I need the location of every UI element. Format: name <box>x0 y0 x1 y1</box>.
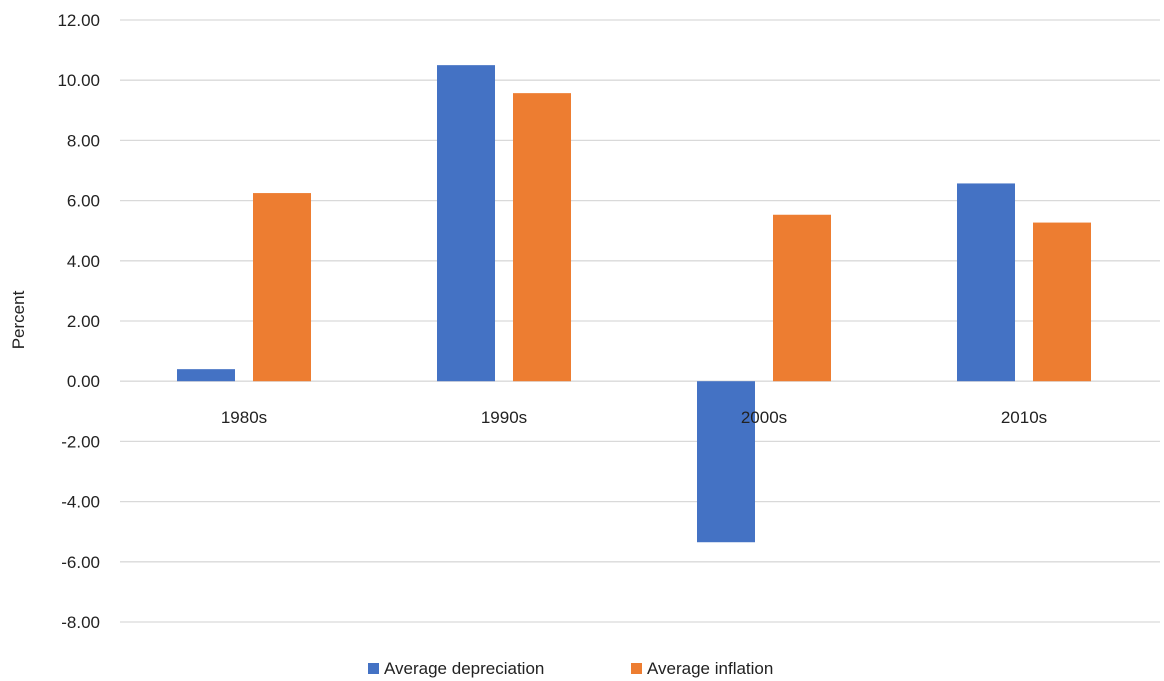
bar-average-depreciation-2000s <box>697 381 755 543</box>
x-axis-tick-labels: 1980s 1990s 2000s 2010s <box>221 408 1047 427</box>
bar-average-inflation-2000s <box>773 214 831 382</box>
bar-average-depreciation-1990s <box>437 65 495 382</box>
y-tick-label: 12.00 <box>57 11 100 30</box>
y-tick-label: 8.00 <box>67 131 100 150</box>
y-tick-label: 6.00 <box>67 192 100 211</box>
y-tick-label: 10.00 <box>57 71 100 90</box>
y-tick-label: 4.00 <box>67 252 100 271</box>
bar-average-inflation-2010s <box>1033 222 1091 382</box>
x-tick-label: 1990s <box>481 408 527 427</box>
y-tick-label: -2.00 <box>61 432 100 451</box>
y-tick-label: -8.00 <box>61 613 100 632</box>
bar-average-depreciation-2010s <box>957 183 1015 382</box>
legend-label: Average inflation <box>647 659 773 678</box>
y-tick-label: -6.00 <box>61 553 100 572</box>
y-tick-label: -4.00 <box>61 493 100 512</box>
bar-average-inflation-1990s <box>513 93 571 382</box>
bars <box>177 65 1091 543</box>
legend-swatch <box>368 663 379 674</box>
y-axis-tick-labels: 12.00 10.00 8.00 6.00 4.00 2.00 0.00 -2.00 -4.00… <box>57 11 100 632</box>
y-axis-title: Percent <box>9 290 28 349</box>
x-tick-label: 1980s <box>221 408 267 427</box>
bar-average-inflation-1980s <box>253 193 311 382</box>
bar-average-depreciation-1980s <box>177 369 235 382</box>
y-tick-label: 0.00 <box>67 372 100 391</box>
legend-label: Average depreciation <box>384 659 544 678</box>
legend-swatch <box>631 663 642 674</box>
x-tick-label: 2010s <box>1001 408 1047 427</box>
y-tick-label: 2.00 <box>67 312 100 331</box>
legend: Average depreciation Average inflation <box>368 659 773 678</box>
x-tick-label: 2000s <box>741 408 787 427</box>
